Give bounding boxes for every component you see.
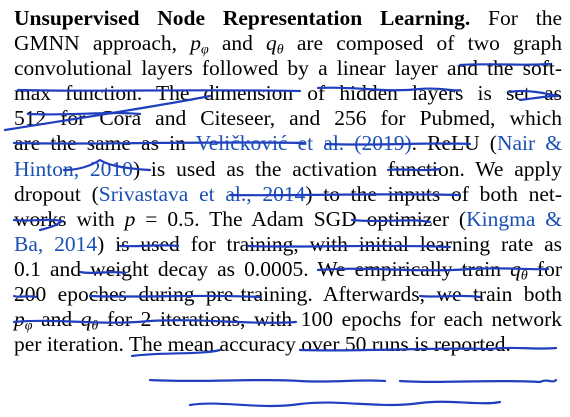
text-run: and: [32, 307, 81, 332]
text-run: ) is used as the activation function. We…: [132, 156, 562, 181]
wavy-bottom-underline: [188, 400, 502, 408]
text-run: per iteration. The mean accuracy over 50…: [14, 332, 511, 357]
text-line: Hinton, 2010) is used as the activation …: [14, 157, 562, 182]
math-subscript: θ: [276, 42, 284, 58]
citation-link[interactable]: Srivastava et al., 2014: [98, 181, 306, 206]
text-run: ) is used for training, with initial lea…: [97, 231, 562, 256]
text-line: Ba, 2014) is used for training, with ini…: [14, 232, 562, 257]
text-line: works with p = 0.5. The Adam SGD optimiz…: [14, 207, 562, 232]
text-line: max function. The dimension of hidden la…: [14, 81, 562, 106]
text-run: for: [527, 256, 562, 281]
math-subscript: φ: [24, 318, 33, 334]
text-run: and: [208, 31, 267, 56]
text-line: 0.1 and weight decay as 0.0005. We empir…: [14, 256, 562, 284]
text-run: 512 for Cora and Citeseer, and 256 for P…: [14, 106, 562, 131]
text-run: . ReLU (: [411, 131, 497, 156]
math-subscript: θ: [520, 268, 528, 284]
citation-link[interactable]: Kingma &: [466, 206, 562, 231]
citation-link[interactable]: Veličković et al. (2019): [195, 131, 412, 156]
math-symbol: pφ: [190, 31, 209, 58]
text-run: GMNN approach,: [14, 31, 191, 56]
paragraph-unsupervised-node-representation: Unsupervised Node Representation Learnin…: [14, 6, 562, 357]
text-line: 512 for Cora and Citeseer, and 256 for P…: [14, 106, 562, 131]
text-run: are the same as in: [14, 131, 196, 156]
citation-link[interactable]: Nair &: [496, 131, 562, 156]
math-symbol: qθ: [80, 307, 99, 334]
text-run: = 0.5. The Adam SGD optimizer (: [135, 206, 467, 231]
text-line: dropout (Srivastava et al., 2014) to the…: [14, 182, 562, 207]
text-run: 200 epoches during pre-training. Afterwa…: [14, 282, 562, 307]
text-run: ) to the inputs of both net-: [305, 181, 562, 206]
math-symbol: qθ: [510, 256, 528, 284]
text-run: for 2 iterations, with 100 epochs for ea…: [98, 307, 563, 332]
text-run: For the: [470, 6, 562, 30]
math-symbol: pφ: [14, 307, 33, 334]
citation-link[interactable]: Hinton, 2010: [14, 156, 133, 181]
text-run: works with: [14, 206, 125, 231]
citation-link[interactable]: Ba, 2014: [14, 231, 98, 256]
text-run: 0.1 and weight decay as 0.0005. We empir…: [14, 256, 511, 281]
text-run: max function. The dimension of hidden la…: [14, 81, 562, 106]
text-line: are the same as in Veličković et al. (20…: [14, 131, 562, 156]
text-line: 200 epoches during pre-training. Afterwa…: [14, 282, 562, 307]
paragraph-heading: Unsupervised Node Representation Learnin…: [14, 6, 471, 30]
text-line: per iteration. The mean accuracy over 50…: [14, 332, 562, 357]
text-run: dropout (: [14, 181, 99, 206]
text-run: are composed of two graph: [283, 31, 562, 56]
math-symbol: p: [124, 206, 136, 231]
text-line: Unsupervised Node Representation Learnin…: [14, 6, 562, 31]
text-line: GMNN approach, pφ and qθ are composed of…: [14, 31, 562, 58]
math-subscript: θ: [91, 318, 99, 334]
math-symbol: qθ: [266, 31, 284, 58]
text-line: pφ and qθ for 2 iterations, with 100 epo…: [14, 307, 563, 334]
underline-50-runs: [398, 378, 558, 384]
text-line: convolutional layers followed by a linea…: [14, 56, 562, 81]
math-subscript: φ: [200, 42, 209, 58]
text-run: convolutional layers followed by a linea…: [14, 56, 562, 81]
underline-mean-accuracy: [148, 378, 387, 383]
